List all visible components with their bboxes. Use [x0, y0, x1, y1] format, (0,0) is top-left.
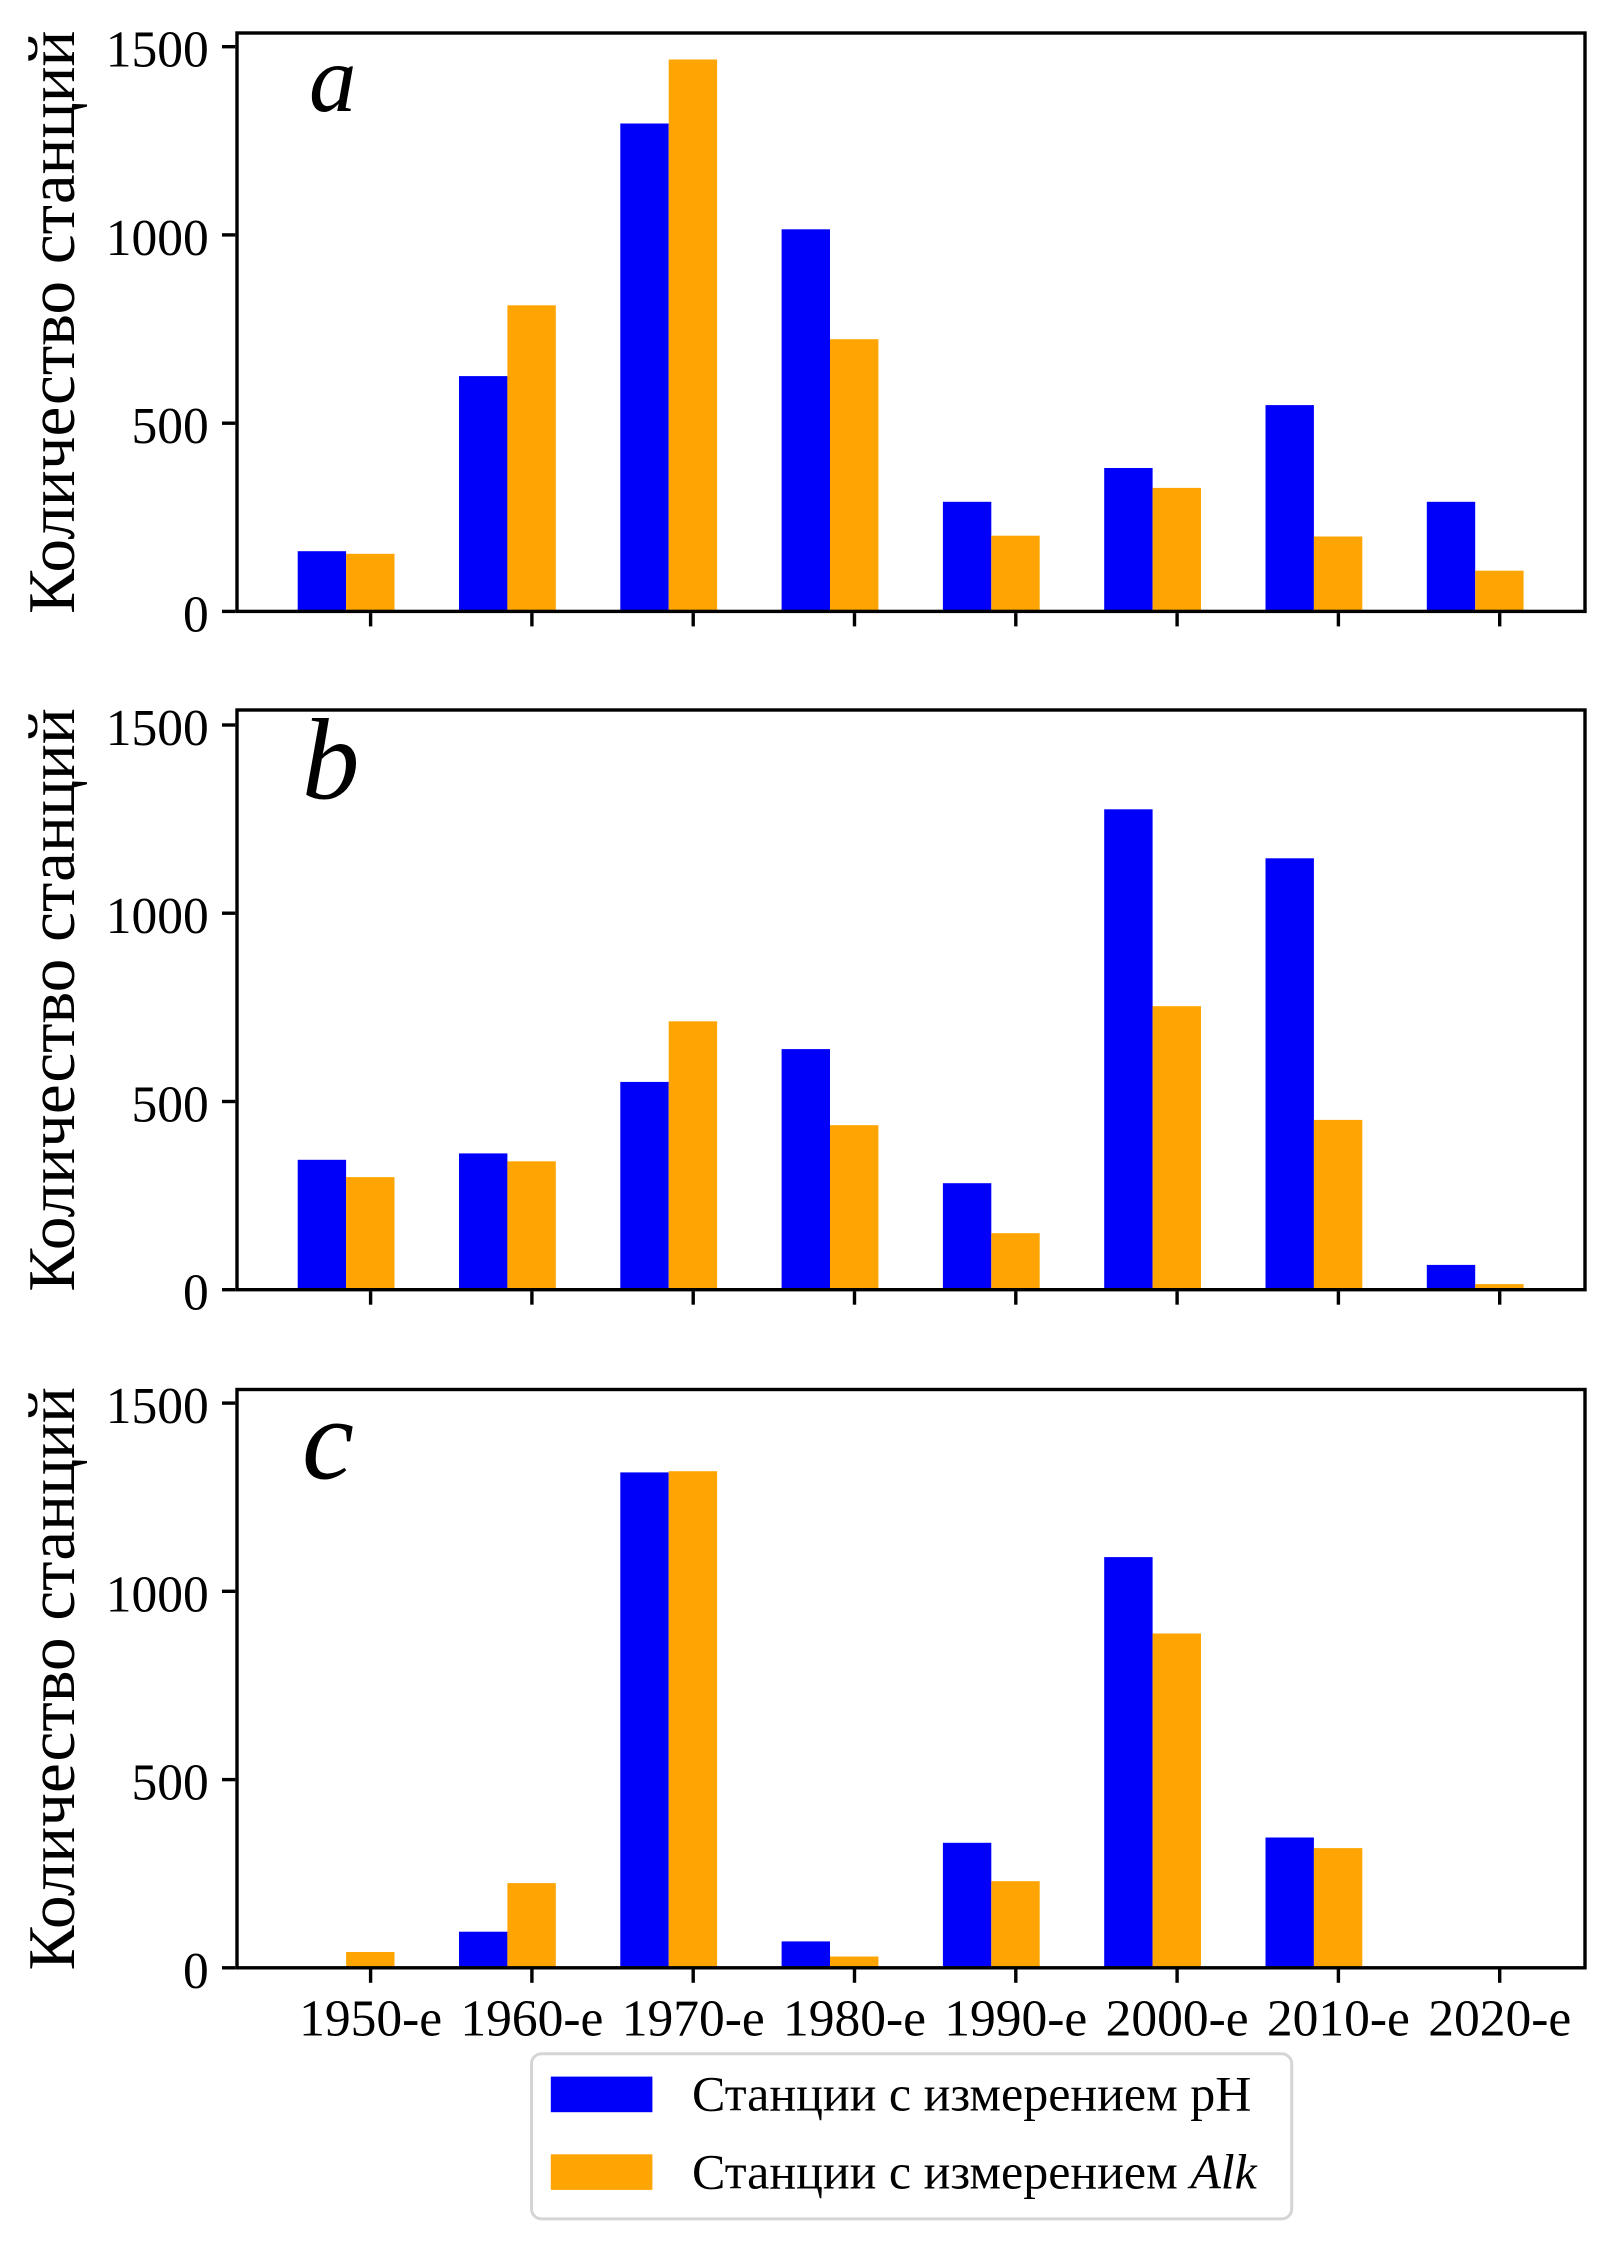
svg-text:0: 0: [183, 586, 209, 643]
svg-text:0: 0: [183, 1943, 209, 2000]
svg-text:Количество станций: Количество станций: [14, 1387, 89, 1970]
svg-text:1990-е: 1990-е: [944, 1991, 1087, 2048]
svg-text:1000: 1000: [106, 1566, 209, 1623]
svg-text:500: 500: [132, 1077, 209, 1134]
svg-text:Количество станций: Количество станций: [14, 30, 89, 613]
svg-text:2020-е: 2020-е: [1428, 1991, 1571, 2048]
svg-text:1970-е: 1970-е: [622, 1991, 765, 2048]
svg-text:c: c: [302, 1376, 354, 1505]
svg-text:Количество станций: Количество станций: [14, 708, 89, 1291]
svg-text:b: b: [302, 696, 360, 823]
svg-text:Станции с измерением Alk: Станции с измерением Alk: [692, 2143, 1258, 2199]
svg-text:500: 500: [132, 398, 209, 455]
svg-text:0: 0: [183, 1265, 209, 1322]
svg-text:1950-е: 1950-е: [299, 1991, 442, 2048]
svg-text:2000-е: 2000-е: [1106, 1991, 1249, 2048]
svg-text:1500: 1500: [106, 22, 209, 79]
svg-text:1000: 1000: [106, 210, 209, 267]
svg-text:500: 500: [132, 1755, 209, 1812]
svg-text:1500: 1500: [106, 700, 209, 757]
svg-text:2010-е: 2010-е: [1267, 1991, 1410, 2048]
svg-text:a: a: [309, 26, 357, 132]
svg-text:Станции с измерением pH: Станции с измерением pH: [692, 2066, 1251, 2122]
svg-text:1500: 1500: [106, 1378, 209, 1435]
svg-text:1000: 1000: [106, 888, 209, 945]
svg-text:1980-е: 1980-е: [783, 1991, 926, 2048]
svg-text:1960-е: 1960-е: [460, 1991, 603, 2048]
